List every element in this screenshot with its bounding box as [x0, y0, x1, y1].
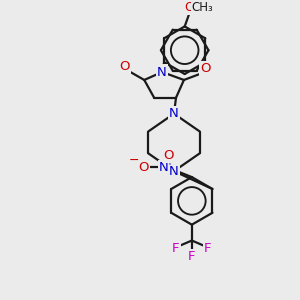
Text: F: F [204, 242, 212, 255]
Text: N: N [169, 165, 179, 178]
Text: O: O [185, 1, 195, 14]
Text: O: O [200, 61, 211, 75]
Text: O: O [119, 60, 130, 73]
Text: +: + [165, 157, 173, 167]
Text: F: F [172, 242, 180, 255]
Text: F: F [188, 250, 196, 263]
Text: O: O [163, 149, 173, 162]
Text: CH₃: CH₃ [192, 1, 213, 14]
Text: N: N [169, 107, 179, 120]
Text: O: O [138, 161, 148, 174]
Text: N: N [157, 65, 167, 79]
Text: −: − [129, 154, 140, 167]
Text: N: N [159, 161, 169, 174]
